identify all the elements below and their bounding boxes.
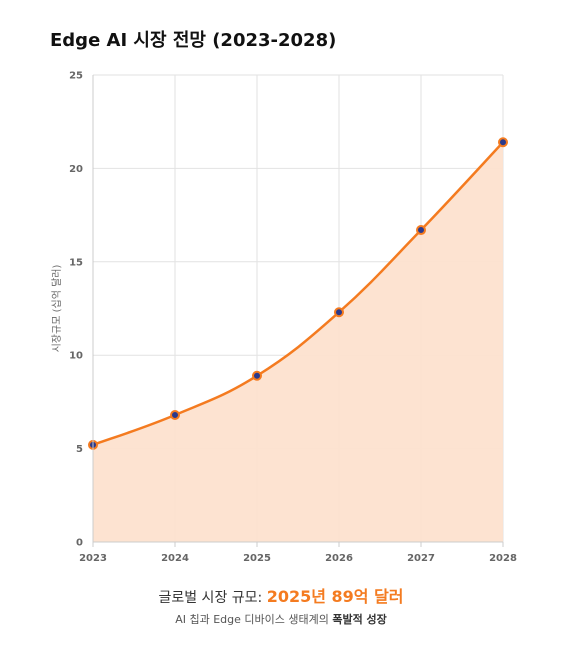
data-point	[170, 409, 180, 420]
x-tick-label: 2023	[79, 553, 107, 564]
y-tick-label: 0	[76, 538, 83, 549]
x-tick-label: 2024	[161, 553, 189, 564]
points	[88, 137, 508, 450]
data-point	[498, 137, 508, 148]
series-line	[92, 141, 504, 447]
y-tick-label: 10	[69, 351, 83, 362]
series-area	[93, 142, 503, 543]
y-tick-label: 20	[69, 164, 83, 175]
x-tick-label: 2026	[325, 553, 353, 564]
chart-title: Edge AI 시장 전망 (2023-2028)	[50, 30, 337, 51]
x-tick-label: 2028	[489, 553, 517, 564]
x-tick-label: 2027	[407, 553, 435, 564]
footer-subtitle-emphasis: 폭발적 성장	[332, 613, 387, 626]
y-tick-label: 15	[69, 257, 83, 268]
y-tick-label: 25	[69, 71, 83, 82]
data-point	[334, 307, 344, 318]
x-tick-label: 2025	[243, 553, 271, 564]
y-tick-label: 5	[76, 444, 83, 455]
data-point	[252, 370, 262, 381]
axes	[92, 75, 504, 547]
footer-subtitle-text: AI 칩과 Edge 디바이스 생태계의	[175, 613, 333, 626]
area-layer	[93, 142, 503, 543]
footer-subtitle: AI 칩과 Edge 디바이스 생태계의 폭발적 성장	[0, 611, 562, 627]
footer-summary: 글로벌 시장 규모: 2025년 89억 달러	[0, 583, 562, 607]
y-axis-title: 시장규모 (십억 달러)	[51, 265, 63, 353]
line-layer	[92, 141, 504, 447]
footer-summary-label: 글로벌 시장 규모:	[158, 590, 267, 606]
data-point	[416, 225, 426, 236]
footer-summary-highlight: 2025년 89억 달러	[266, 587, 404, 606]
